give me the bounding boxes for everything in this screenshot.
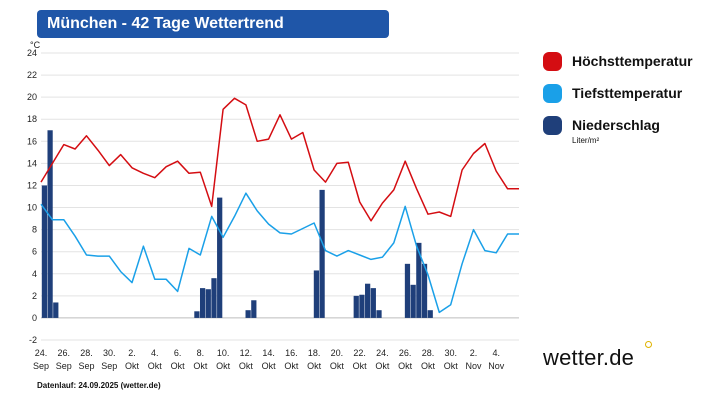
x-tick-day: 14. — [262, 348, 275, 358]
precipitation-bar — [410, 284, 416, 318]
y-tick-label: 2 — [32, 291, 37, 301]
x-tick-day: 28. — [80, 348, 93, 358]
x-tick-month: Sep — [101, 361, 117, 371]
y-tick-label: 20 — [27, 92, 37, 102]
chart-title: München - 42 Tage Wettertrend — [37, 10, 389, 38]
precipitation-bar — [404, 263, 411, 318]
precipitation-bar — [359, 294, 365, 318]
x-tick-day: 10. — [217, 348, 230, 358]
chart-grid — [41, 52, 519, 341]
x-axis: 24. Sep 26. Sep 28. Sep 30. Sep 2. Okt 4. Okt 6. Okt 8… — [33, 348, 505, 371]
legend-label-high: Höchsttemperatur — [572, 53, 693, 69]
precipitation-bar — [199, 288, 206, 318]
precipitation-bar — [376, 310, 382, 318]
precipitation-bar — [41, 185, 48, 318]
precipitation-bar — [194, 311, 200, 318]
precipitation-bars — [41, 130, 433, 318]
x-tick-day: 4. — [151, 348, 159, 358]
x-tick-month: Okt — [216, 361, 231, 371]
x-tick-month: Okt — [239, 361, 254, 371]
x-tick-day: 8. — [197, 348, 205, 358]
legend-swatch-low — [543, 84, 562, 103]
y-tick-label: 10 — [27, 203, 37, 213]
precipitation-bar — [205, 289, 211, 318]
y-tick-label: 18 — [27, 114, 37, 124]
x-tick-day: 30. — [103, 348, 116, 358]
precipitation-bar — [251, 300, 257, 318]
y-tick-label: 4 — [32, 269, 37, 279]
precipitation-bar — [353, 295, 359, 318]
legend-swatch-high — [543, 52, 562, 71]
precipitation-bar — [365, 283, 371, 318]
x-tick-month: Okt — [262, 361, 277, 371]
brand-logo: wetter.de — [543, 345, 635, 370]
x-tick-month: Okt — [375, 361, 390, 371]
x-tick-month: Nov — [488, 361, 505, 371]
precipitation-bar — [313, 270, 320, 318]
temperature-lines — [40, 97, 519, 314]
y-tick-label: 16 — [27, 136, 37, 146]
x-tick-day: 20. — [331, 348, 344, 358]
x-tick-day: 2. — [470, 348, 478, 358]
x-tick-month: Okt — [421, 361, 436, 371]
precipitation-bar — [319, 189, 325, 318]
x-tick-month: Okt — [330, 361, 345, 371]
x-tick-month: Okt — [171, 361, 186, 371]
x-tick-month: Sep — [56, 361, 72, 371]
x-tick-month: Sep — [33, 361, 49, 371]
x-tick-day: 26. — [58, 348, 71, 358]
y-tick-label: 12 — [27, 180, 37, 190]
y-axis-unit: °C — [30, 40, 41, 50]
x-tick-day: 16. — [285, 348, 298, 358]
x-tick-day: 18. — [308, 348, 321, 358]
legend-swatch-precipitation — [543, 116, 562, 135]
x-tick-month: Okt — [125, 361, 140, 371]
legend-unit: Liter/m² — [572, 136, 600, 145]
x-tick-month: Nov — [465, 361, 482, 371]
brand-dot-icon — [645, 341, 652, 348]
y-tick-label: 24 — [27, 48, 37, 58]
legend-label-precipitation: Niederschlag — [572, 117, 660, 133]
x-tick-day: 22. — [353, 348, 366, 358]
data-run-note: Datenlauf: 24.09.2025 (wetter.de) — [37, 381, 161, 390]
y-tick-label: 14 — [27, 158, 37, 168]
precipitation-bar — [47, 130, 53, 318]
x-tick-month: Okt — [307, 361, 322, 371]
x-tick-day: 28. — [422, 348, 435, 358]
x-tick-day: 6. — [174, 348, 182, 358]
x-tick-month: Okt — [193, 361, 208, 371]
precipitation-bar — [211, 278, 217, 318]
precipitation-bar — [427, 310, 433, 318]
x-tick-day: 24. — [376, 348, 389, 358]
x-tick-month: Okt — [284, 361, 299, 371]
precipitation-bar — [370, 288, 376, 318]
x-tick-month: Okt — [444, 361, 459, 371]
y-tick-label: 8 — [32, 225, 37, 235]
x-tick-month: Okt — [353, 361, 368, 371]
high-temperature-line — [40, 97, 519, 222]
y-tick-label: -2 — [29, 335, 37, 345]
x-tick-day: 12. — [240, 348, 253, 358]
precipitation-bar — [217, 197, 223, 318]
precipitation-bar — [53, 302, 59, 318]
legend-label-low: Tiefsttemperatur — [572, 85, 683, 101]
x-tick-month: Okt — [148, 361, 163, 371]
precipitation-bar — [421, 263, 428, 318]
x-tick-month: Okt — [398, 361, 413, 371]
low-temperature-line — [40, 192, 519, 314]
x-tick-day: 2. — [128, 348, 136, 358]
y-tick-label: 0 — [32, 313, 37, 323]
x-tick-day: 26. — [399, 348, 412, 358]
y-tick-label: 22 — [27, 70, 37, 80]
x-tick-day: 4. — [492, 348, 500, 358]
precipitation-bar — [245, 310, 251, 318]
x-tick-day: 30. — [444, 348, 457, 358]
x-tick-month: Sep — [79, 361, 95, 371]
precipitation-bar — [416, 242, 422, 318]
y-tick-label: 6 — [32, 247, 37, 257]
x-tick-day: 24. — [35, 348, 48, 358]
